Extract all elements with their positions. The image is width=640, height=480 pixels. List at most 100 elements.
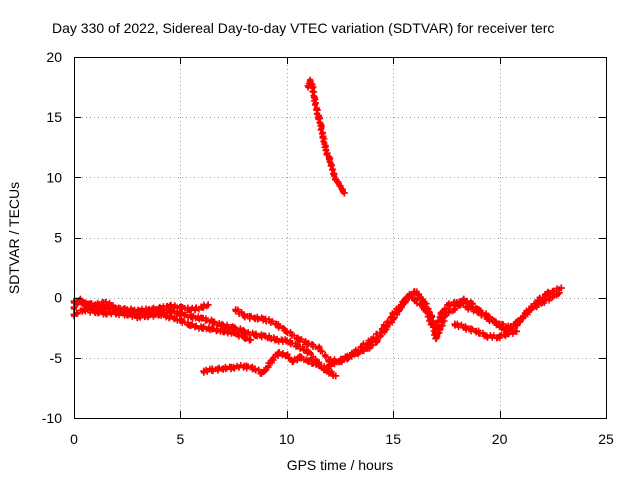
x-tick-label: 15 (385, 431, 401, 447)
data-point (496, 323, 504, 330)
data-point (494, 333, 501, 341)
data-point (411, 296, 418, 304)
data-point (187, 313, 195, 321)
data-point (166, 313, 174, 321)
data-point (176, 303, 184, 311)
data-point (404, 294, 412, 302)
series-trace-g (304, 76, 348, 197)
data-point (315, 344, 323, 352)
data-point (208, 325, 216, 333)
data-point (304, 339, 312, 347)
data-point (330, 170, 338, 178)
data-point (91, 308, 99, 316)
data-point (445, 301, 452, 309)
data-point (513, 320, 521, 328)
data-point (198, 314, 206, 322)
y-tick-label: 20 (46, 49, 62, 65)
data-point (342, 354, 350, 362)
data-point (123, 306, 131, 314)
data-point (230, 329, 238, 337)
data-point (328, 161, 335, 169)
data-point (381, 326, 389, 334)
data-point (459, 296, 467, 304)
data-point (240, 333, 248, 341)
data-point (472, 327, 480, 335)
series-trace-f (451, 320, 521, 342)
data-point (321, 143, 329, 151)
data-point (81, 300, 89, 308)
data-point (334, 178, 342, 186)
data-point (442, 309, 450, 317)
data-point (306, 77, 314, 85)
ticks (74, 57, 607, 419)
data-point (262, 332, 269, 340)
data-point (102, 309, 110, 317)
data-point (272, 336, 280, 344)
data-point (432, 335, 440, 343)
data-point (485, 313, 493, 321)
y-tick-label: 0 (54, 290, 62, 306)
data-point (113, 305, 121, 312)
data-point (315, 361, 323, 369)
data-point (504, 330, 512, 338)
data-point (411, 288, 418, 296)
data-point (464, 303, 472, 311)
data-point (330, 359, 338, 367)
data-point (283, 351, 291, 359)
data-point (198, 324, 206, 332)
data-point (421, 300, 429, 308)
data-point (523, 308, 531, 316)
x-tick-label: 25 (598, 431, 614, 447)
data-point (102, 299, 110, 306)
data-point (313, 106, 321, 114)
data-point (208, 318, 216, 326)
x-tick-label: 20 (492, 431, 508, 447)
tick-labels: 0 5 10 15 20 25 -10 -5 0 5 10 15 20 (42, 49, 614, 447)
data-point (268, 356, 276, 364)
data-point (364, 344, 372, 352)
data-point (274, 349, 282, 357)
data-point (230, 364, 238, 371)
data-point (272, 320, 280, 328)
data-point (396, 306, 404, 314)
y-axis-label: SDTVAR / TECUs (6, 182, 22, 294)
data-point (204, 301, 212, 309)
data-point (336, 182, 344, 190)
x-tick-label: 5 (177, 431, 185, 447)
data-point (219, 365, 227, 373)
data-point (451, 320, 459, 328)
data-point (304, 348, 312, 356)
data-point (283, 337, 291, 345)
data-point (308, 83, 316, 91)
x-axis-label: GPS time / hours (287, 457, 394, 473)
data-point (251, 365, 259, 373)
data-point (208, 366, 216, 374)
data-point (428, 312, 435, 320)
data-point (262, 315, 269, 323)
y-tick-label: -5 (50, 350, 63, 366)
data-point (262, 366, 269, 374)
data-point (317, 122, 325, 130)
chart-title: Day 330 of 2022, Sidereal Day-to-day VTE… (52, 20, 554, 36)
data-point (187, 321, 195, 329)
data-point (372, 338, 380, 346)
data-point (319, 132, 327, 140)
x-tick-label: 10 (279, 431, 295, 447)
data-point (240, 362, 248, 370)
data-point (293, 342, 301, 350)
data-point (340, 189, 348, 197)
data-point (200, 367, 208, 375)
data-point (474, 306, 482, 314)
series-trace-c (70, 297, 212, 316)
data-point (332, 372, 340, 380)
x-tick-label: 0 (70, 431, 78, 447)
y-tick-label: 5 (54, 230, 62, 246)
data-point (247, 336, 255, 344)
data-point (296, 353, 304, 361)
data-point (323, 149, 331, 157)
data-point (304, 82, 312, 90)
data-point (145, 306, 152, 314)
data-point (232, 306, 240, 314)
data-point (462, 324, 470, 332)
